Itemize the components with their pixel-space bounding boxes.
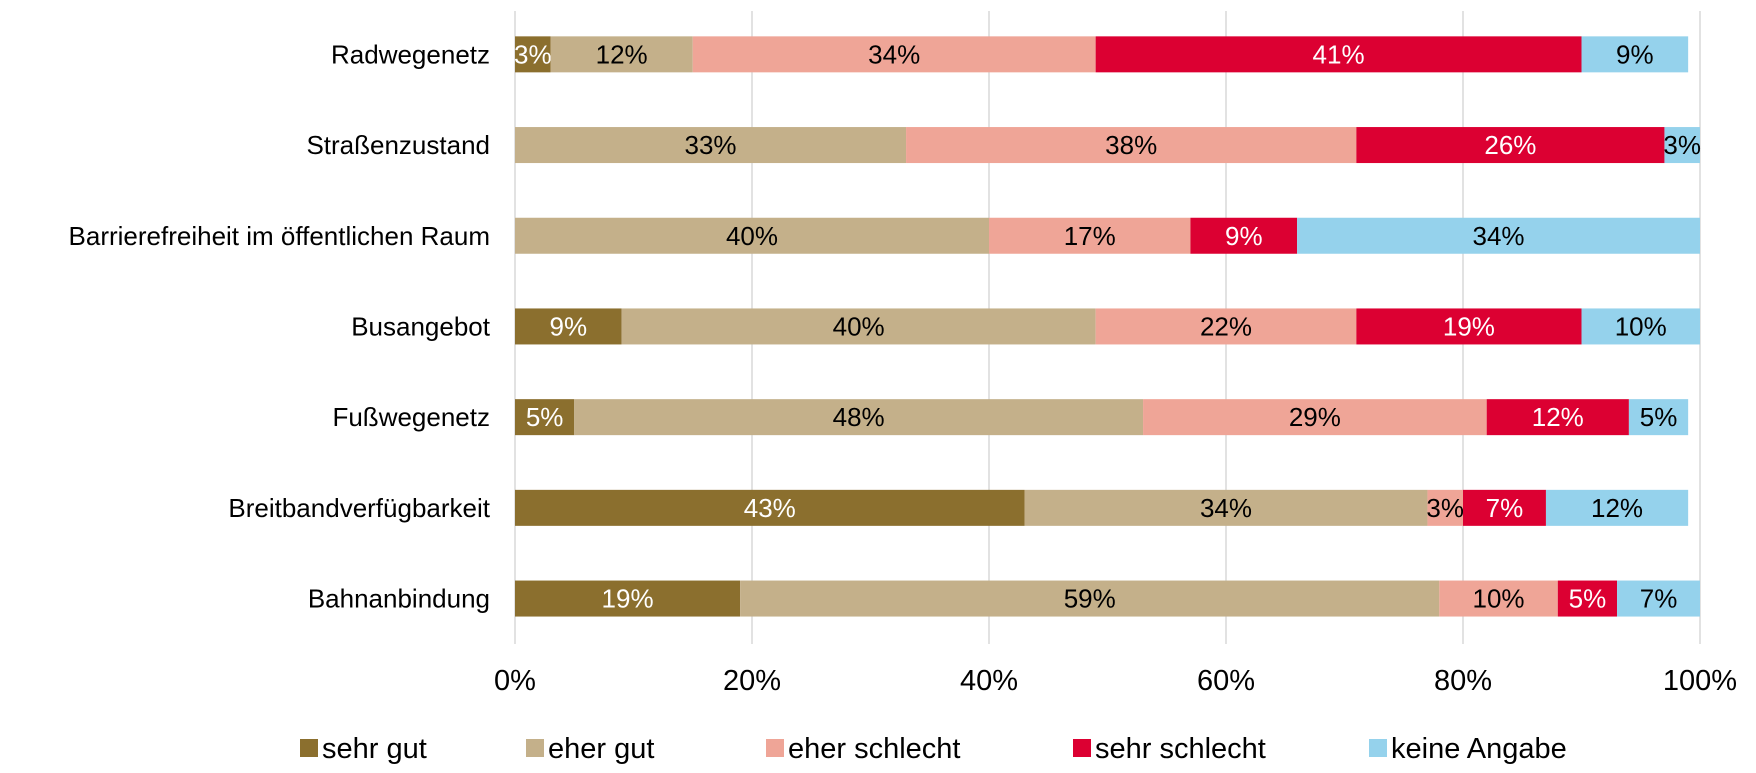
legend-label: keine Angabe (1391, 733, 1567, 765)
bar-segment (1581, 308, 1700, 345)
bar-segment (1617, 580, 1700, 617)
data-label: 12% (596, 39, 648, 69)
bar-segment (550, 36, 693, 73)
legend-label: sehr gut (322, 733, 427, 765)
bar-segment (515, 308, 622, 345)
bar-segment (1190, 217, 1298, 254)
legend-swatch (1369, 739, 1387, 757)
data-label: 26% (1484, 130, 1536, 160)
bar-segment (1356, 127, 1665, 164)
x-tick-label: 20% (723, 665, 781, 697)
data-label: 19% (1443, 311, 1495, 341)
bar-segment (515, 399, 575, 436)
data-label: 3% (1663, 130, 1701, 160)
bar-segment (515, 217, 989, 254)
bar-segment (515, 489, 1025, 526)
y-tick-label: Straßenzustand (306, 130, 490, 160)
bar-segment (692, 36, 1096, 73)
data-label: 19% (602, 584, 654, 614)
bar-segment (515, 127, 907, 164)
bar-segment (1664, 127, 1700, 164)
bar-segment (1439, 580, 1558, 617)
y-tick-label: Radwegenetz (331, 39, 490, 69)
bar-segment (1427, 489, 1463, 526)
data-label: 9% (1225, 221, 1263, 251)
data-label: 22% (1200, 311, 1252, 341)
bar-segment (1024, 489, 1428, 526)
data-label: 5% (526, 402, 564, 432)
legend-label: eher schlecht (788, 733, 961, 765)
data-label: 34% (1200, 493, 1252, 523)
data-label: 12% (1532, 402, 1584, 432)
y-tick-label: Bahnanbindung (308, 584, 490, 614)
data-label: 40% (833, 311, 885, 341)
legend-swatch (1073, 739, 1091, 757)
bar-segment (1143, 399, 1487, 436)
bar-segment (740, 580, 1440, 617)
bar-segment (1486, 399, 1629, 436)
data-label: 40% (726, 221, 778, 251)
data-label: 5% (1569, 584, 1607, 614)
bar-segment (1095, 308, 1357, 345)
y-tick-label: Busangebot (351, 311, 491, 341)
data-label: 7% (1486, 493, 1524, 523)
y-tick-label: Fußwegenetz (332, 402, 490, 432)
bar-segment (1297, 217, 1700, 254)
bar-segment (1545, 489, 1689, 526)
bar-segment (1581, 36, 1689, 73)
bar-segment (515, 580, 741, 617)
data-label: 34% (1473, 221, 1525, 251)
bar-segment (1356, 308, 1582, 345)
data-label: 29% (1289, 402, 1341, 432)
legend-label: eher gut (548, 733, 654, 765)
legend-swatch (300, 739, 318, 757)
bar-segment (515, 36, 551, 73)
y-tick-label: Barrierefreiheit im öffentlichen Raum (69, 221, 490, 251)
legend-swatch (766, 739, 784, 757)
x-tick-label: 60% (1197, 665, 1255, 697)
x-tick-label: 80% (1434, 665, 1492, 697)
data-label: 43% (744, 493, 796, 523)
data-label: 10% (1615, 311, 1667, 341)
legend-label: sehr schlecht (1095, 733, 1266, 765)
data-label: 5% (1640, 402, 1678, 432)
bar-segment (621, 308, 1096, 345)
bar-segment (1628, 399, 1689, 436)
data-label: 38% (1105, 130, 1157, 160)
bar-segment (1557, 580, 1618, 617)
y-tick-label: Breitbandverfügbarkeit (228, 493, 490, 523)
x-tick-label: 100% (1663, 665, 1737, 697)
data-label: 33% (685, 130, 737, 160)
data-label: 10% (1473, 584, 1525, 614)
data-label: 41% (1313, 39, 1365, 69)
x-tick-label: 40% (960, 665, 1018, 697)
data-label: 3% (514, 39, 552, 69)
data-label: 48% (833, 402, 885, 432)
bar-segment (1095, 36, 1582, 73)
bar-segment (989, 217, 1191, 254)
data-label: 7% (1640, 584, 1678, 614)
x-tick-label: 0% (494, 665, 536, 697)
bar-segment (574, 399, 1144, 436)
data-label: 17% (1064, 221, 1116, 251)
data-label: 9% (1616, 39, 1654, 69)
data-label: 59% (1064, 584, 1116, 614)
data-label: 12% (1591, 493, 1643, 523)
legend-swatch (526, 739, 544, 757)
data-label: 34% (868, 39, 920, 69)
bar-segment (906, 127, 1357, 164)
data-label: 9% (550, 311, 588, 341)
bar-segment (1463, 489, 1546, 526)
data-label: 3% (1426, 493, 1464, 523)
